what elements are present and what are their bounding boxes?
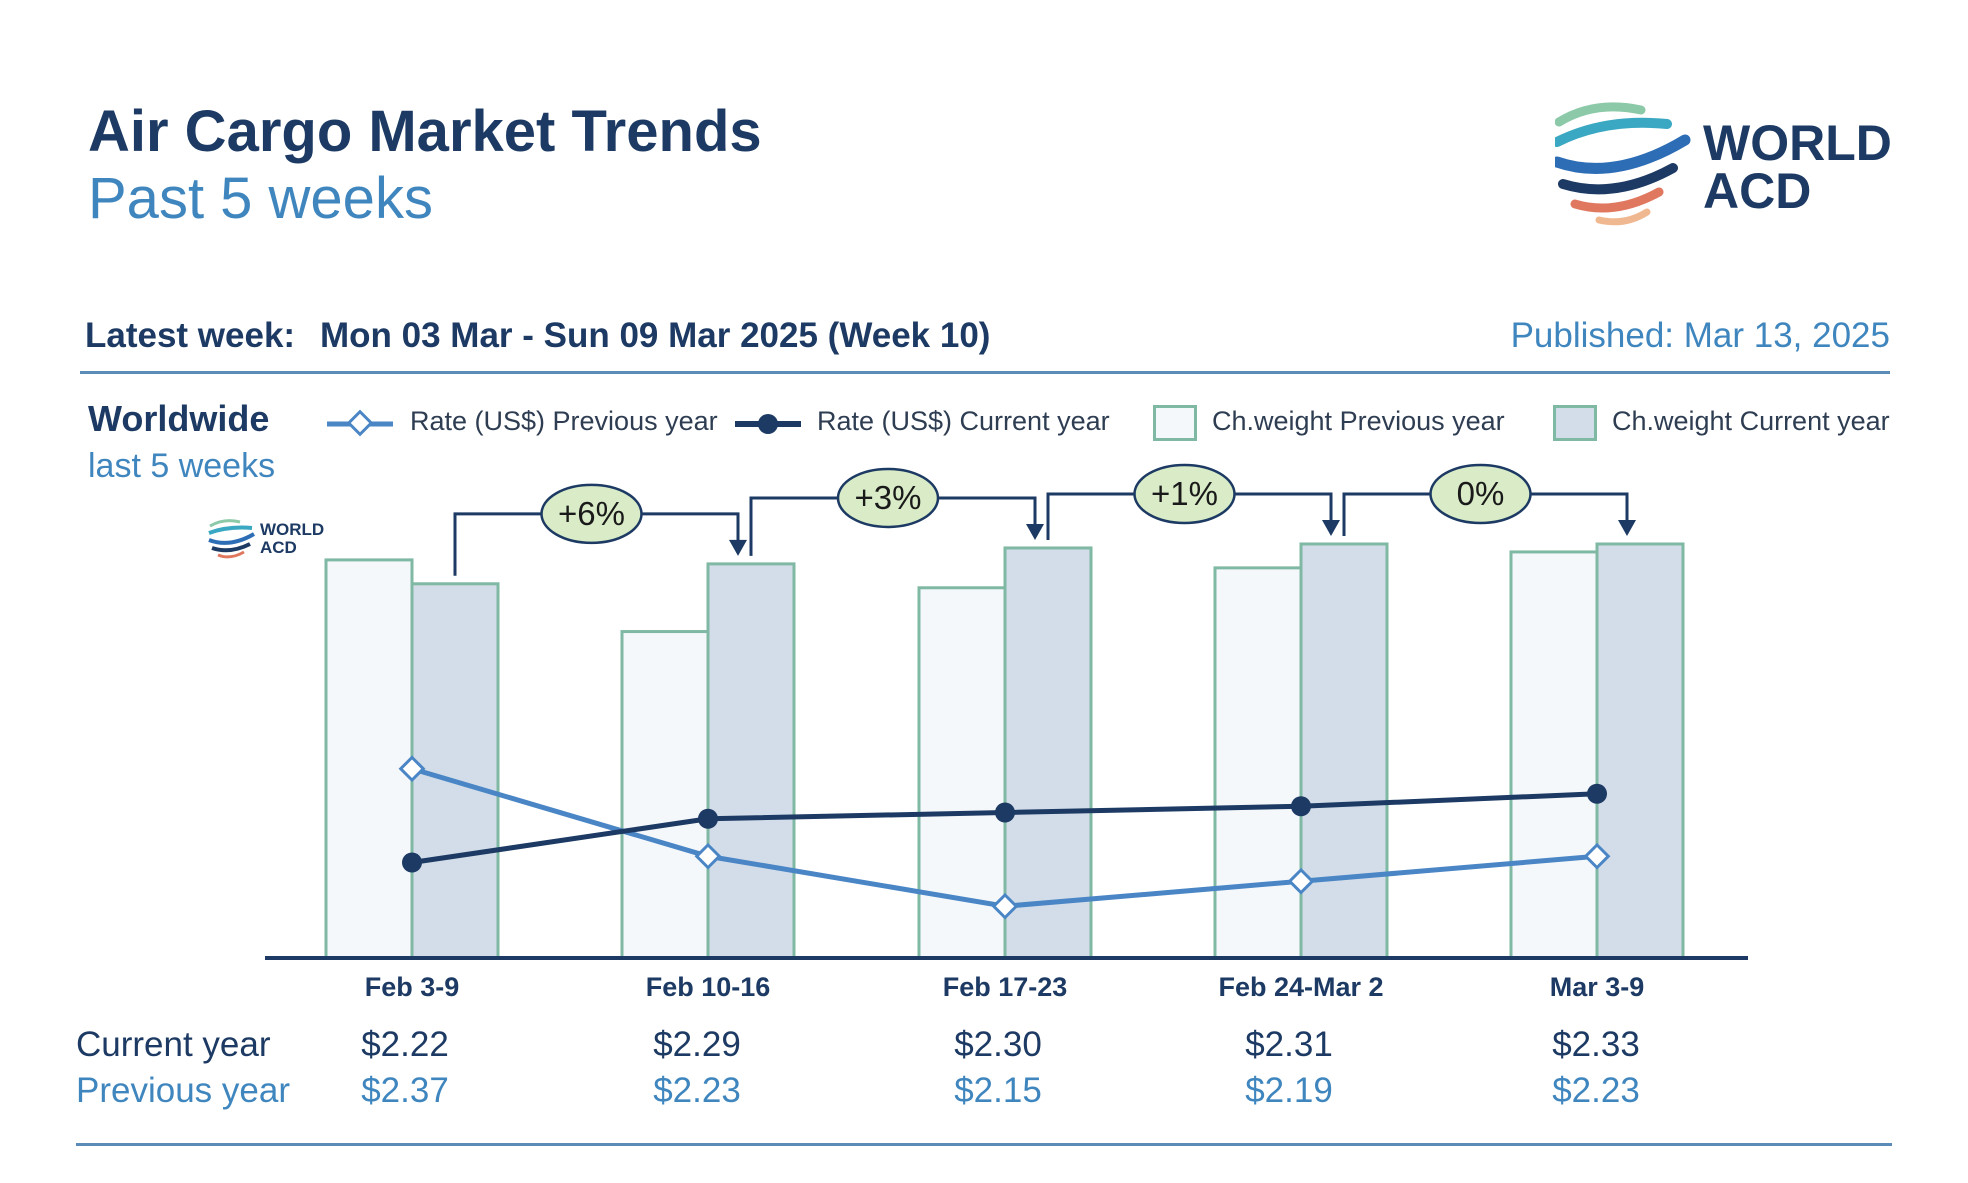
logo-swoosh-icon xyxy=(1555,102,1691,226)
chart-title: Air Cargo Market Trends xyxy=(88,99,762,164)
small-logo-text-world: WORLD xyxy=(260,520,325,539)
world-acd-logo: WORLD ACD xyxy=(1555,100,1895,235)
point-rate-previous-2 xyxy=(694,842,722,870)
small-logo-text-acd: ACD xyxy=(260,538,297,557)
chart-legend: Rate (US$) Previous year Rate (US$) Curr… xyxy=(325,402,1905,446)
rate-previous-value-2: $2.23 xyxy=(653,1071,741,1110)
category-label-5: Mar 3-9 xyxy=(1550,972,1645,1002)
latest-week-value: Mon 03 Mar - Sun 09 Mar 2025 (Week 10) xyxy=(320,316,991,355)
point-rate-previous-3 xyxy=(991,892,1019,920)
legend-weight-current-swatch xyxy=(1553,405,1597,441)
header-divider xyxy=(80,371,1890,374)
change-label-1: +6% xyxy=(558,495,625,532)
rate-current-value-1: $2.22 xyxy=(361,1025,449,1064)
category-label-2: Feb 10-16 xyxy=(646,972,771,1002)
legend-rate-current-icon xyxy=(735,414,801,434)
category-label-1: Feb 3-9 xyxy=(365,972,460,1002)
published-date: Published: Mar 13, 2025 xyxy=(1510,316,1890,355)
category-label-4: Feb 24-Mar 2 xyxy=(1218,972,1383,1002)
bar-weight-previous-1 xyxy=(324,558,414,960)
rate-current-value-3: $2.30 xyxy=(954,1025,1042,1064)
bar-weight-previous-4 xyxy=(1213,566,1303,960)
legend-rate-current: Rate (US$) Current year xyxy=(817,406,1110,436)
change-bubble-2 xyxy=(836,467,940,529)
bar-weight-current-3 xyxy=(1003,546,1093,960)
change-arrow-icon-1 xyxy=(729,539,747,556)
rate-previous-value-5: $2.23 xyxy=(1552,1071,1640,1110)
category-label-3: Feb 17-23 xyxy=(943,972,1068,1002)
chart-subtitle: Past 5 weeks xyxy=(88,166,433,231)
change-label-4: 0% xyxy=(1457,475,1505,512)
bar-weight-previous-2 xyxy=(620,630,710,960)
point-rate-current-3 xyxy=(995,802,1015,823)
logo-text-world: WORLD xyxy=(1703,115,1892,171)
previous-year-row-label: Previous year xyxy=(76,1071,290,1110)
point-rate-previous-5 xyxy=(1583,842,1611,870)
rate-current-value-2: $2.29 xyxy=(653,1025,741,1064)
point-rate-current-5 xyxy=(1587,783,1607,804)
point-rate-previous-1 xyxy=(398,755,426,783)
logo-text-acd: ACD xyxy=(1703,163,1812,219)
point-rate-previous-4 xyxy=(1287,867,1315,895)
change-label-3: +1% xyxy=(1151,475,1218,512)
change-arrow-icon-3 xyxy=(1322,519,1340,536)
legend-rate-previous-icon xyxy=(327,409,393,437)
bar-weight-current-5 xyxy=(1595,542,1685,960)
legend-rate-previous: Rate (US$) Previous year xyxy=(410,406,718,436)
rate-current-value-5: $2.33 xyxy=(1552,1025,1640,1064)
legend-weight-previous: Ch.weight Previous year xyxy=(1212,406,1505,436)
change-label-2: +3% xyxy=(855,479,922,516)
current-year-row-label: Current year xyxy=(76,1025,271,1064)
change-bubble-4 xyxy=(1429,463,1532,525)
legend-weight-previous-swatch xyxy=(1153,405,1197,441)
rate-current-value-4: $2.31 xyxy=(1245,1025,1333,1064)
change-bubble-3 xyxy=(1133,463,1236,525)
point-rate-current-1 xyxy=(402,852,422,873)
legend-weight-current: Ch.weight Current year xyxy=(1612,406,1890,436)
region-label: Worldwide xyxy=(88,398,270,439)
point-rate-current-4 xyxy=(1291,796,1311,817)
rate-previous-value-1: $2.37 xyxy=(361,1071,449,1110)
period-label: last 5 weeks xyxy=(88,447,276,485)
world-acd-small-logo: WORLD ACD xyxy=(208,518,338,562)
point-rate-current-2 xyxy=(698,808,718,829)
footer-divider xyxy=(76,1143,1892,1146)
change-arrow-icon-4 xyxy=(1618,519,1636,536)
rate-previous-value-3: $2.15 xyxy=(954,1071,1042,1110)
change-arrow-icon-2 xyxy=(1026,523,1044,540)
bar-weight-current-4 xyxy=(1299,542,1389,960)
latest-week-label: Latest week: xyxy=(85,316,296,355)
bar-weight-current-2 xyxy=(706,562,796,960)
rate-previous-value-4: $2.19 xyxy=(1245,1071,1333,1110)
small-logo-swoosh-icon xyxy=(208,519,256,559)
bar-weight-previous-5 xyxy=(1509,550,1599,960)
change-bubble-1 xyxy=(540,483,643,545)
